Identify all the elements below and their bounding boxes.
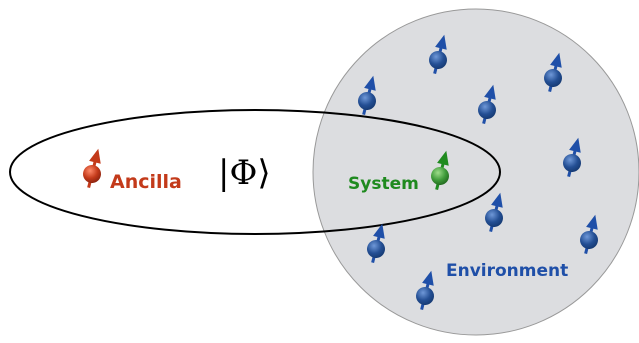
environment-spin — [563, 137, 581, 177]
environment-spin — [358, 75, 376, 115]
environment-spin — [416, 270, 434, 310]
entangled-pair-ellipse — [9, 109, 501, 235]
ancilla-spin — [83, 148, 101, 188]
environment-spin — [580, 214, 598, 254]
environment-region — [312, 8, 639, 336]
system-spin — [431, 150, 449, 190]
environment-spin — [485, 192, 503, 232]
environment-spin — [429, 34, 447, 74]
environment-spin — [544, 52, 562, 92]
environment-label: Environment — [446, 261, 568, 281]
system-label: System — [348, 174, 419, 194]
environment-spins — [358, 34, 598, 310]
environment-spin — [367, 223, 385, 263]
state-ket-label: |Φ⟩ — [218, 153, 271, 193]
ancilla-label: Ancilla — [110, 171, 182, 193]
environment-spin — [478, 84, 496, 124]
